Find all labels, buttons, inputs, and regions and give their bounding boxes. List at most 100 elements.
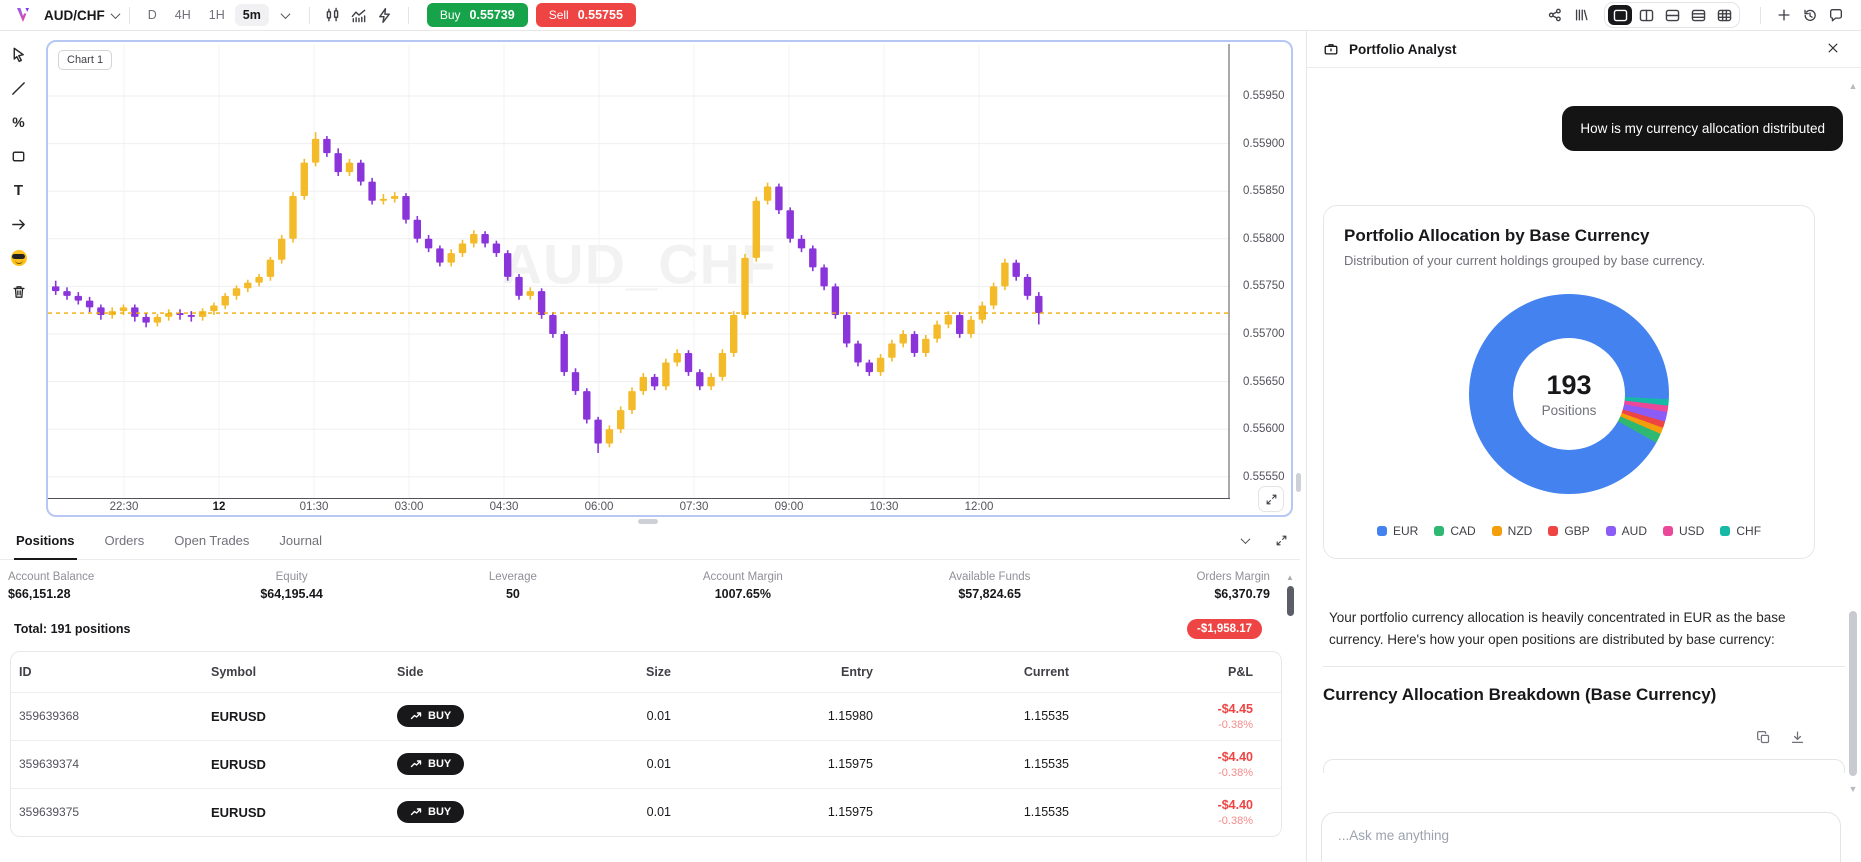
- stat-value: 1007.65%: [714, 587, 771, 601]
- positions-count: 193: [1546, 370, 1592, 400]
- legend-item-usd[interactable]: USD: [1663, 524, 1704, 538]
- layout-two-rows-icon[interactable]: [1660, 5, 1684, 25]
- delete-tool-button[interactable]: [6, 279, 32, 305]
- position-entry: 1.15980: [691, 691, 893, 740]
- divider: [407, 6, 409, 24]
- app-logo: [12, 3, 34, 27]
- download-icon: [1791, 731, 1803, 743]
- position-size: 0.01: [549, 787, 691, 836]
- layout-two-columns-icon[interactable]: [1634, 5, 1658, 25]
- legend-item-nzd[interactable]: NZD: [1491, 524, 1533, 538]
- text-tool-button[interactable]: T: [6, 177, 32, 203]
- candlestick-chart-icon[interactable]: [320, 3, 346, 27]
- indicators-icon[interactable]: [346, 3, 372, 27]
- legend-item-chf[interactable]: CHF: [1720, 524, 1761, 538]
- column-header-side: Side: [397, 664, 424, 679]
- panel-expand-button[interactable]: [1268, 528, 1294, 552]
- buy-button[interactable]: Buy 0.55739: [426, 3, 528, 27]
- scroll-up-icon[interactable]: ▲: [1286, 573, 1294, 582]
- chart-fullscreen-button[interactable]: [1258, 486, 1284, 512]
- add-icon[interactable]: [1771, 3, 1797, 27]
- layout-grid-icon[interactable]: [1712, 5, 1736, 25]
- side-badge[interactable]: BUY: [397, 705, 465, 727]
- sell-price: 0.55755: [577, 8, 623, 22]
- scroll-up-icon[interactable]: ▲: [1848, 81, 1858, 91]
- chat-input[interactable]: [1338, 828, 1824, 843]
- stat-value: $66,151.28: [8, 587, 71, 601]
- download-button[interactable]: [1787, 727, 1807, 747]
- history-icon[interactable]: [1797, 3, 1823, 27]
- candlestick-chart[interactable]: [48, 44, 1230, 501]
- price-axis[interactable]: 0.55950 0.55900 0.55850 0.55800 0.55750 0.557…: [1230, 44, 1290, 499]
- table-row[interactable]: 359639375 EURUSD BUY 0.01 1.15975 1.15535 -$4.…: [11, 787, 1281, 836]
- timeframe-button-5m[interactable]: 5m: [234, 4, 269, 26]
- tab-open-trades[interactable]: Open Trades: [174, 532, 250, 548]
- scroll-thumb[interactable]: [1849, 611, 1857, 776]
- position-size: 0.01: [549, 691, 691, 740]
- close-panel-button[interactable]: [1821, 37, 1845, 61]
- position-symbol: EURUSD: [203, 739, 389, 788]
- allocation-card: Portfolio Allocation by Base Currency Di…: [1323, 205, 1815, 559]
- analyst-scrollbar[interactable]: ▲ ▼: [1848, 31, 1858, 862]
- tab-positions[interactable]: Positions: [14, 521, 77, 560]
- total-positions-label: Total: 191 positions: [14, 622, 131, 636]
- legend-color-dot: [1605, 526, 1616, 536]
- legend-label: USD: [1679, 524, 1705, 538]
- scroll-thumb[interactable]: [1286, 586, 1294, 616]
- legend-item-cad[interactable]: CAD: [1434, 524, 1476, 538]
- price-tick-label: 0.55900: [1243, 137, 1285, 150]
- watchlist-icon[interactable]: [1568, 3, 1594, 27]
- stat-label: Account Balance: [8, 571, 95, 583]
- arrow-tool-button[interactable]: [6, 211, 32, 237]
- side-badge[interactable]: BUY: [397, 753, 465, 775]
- legend-label: NZD: [1507, 524, 1533, 538]
- copy-button[interactable]: [1753, 727, 1773, 747]
- trendline-tool-button[interactable]: [6, 75, 32, 101]
- chat-icon[interactable]: [1823, 3, 1849, 27]
- scroll-down-icon[interactable]: ▼: [1848, 784, 1858, 794]
- panel-scrollbar[interactable]: ▲: [1284, 573, 1296, 616]
- quick-trade-icon[interactable]: [372, 3, 398, 27]
- stat-value: 50: [505, 587, 520, 601]
- sell-button[interactable]: Sell 0.55755: [535, 3, 636, 27]
- vertical-splitter-handle[interactable]: [1296, 473, 1301, 492]
- chart-panel[interactable]: Chart 1 AUD_CHF 0.55950 0.55900 0.55850 0.5…: [46, 40, 1293, 517]
- legend-item-aud[interactable]: AUD: [1605, 524, 1647, 538]
- position-current: 1.15535: [893, 691, 1089, 740]
- legend-color-dot: [1663, 526, 1674, 536]
- percent-tool-button[interactable]: %: [6, 109, 32, 135]
- link-icon[interactable]: [1542, 3, 1568, 27]
- divider: [128, 6, 130, 24]
- symbol-selector[interactable]: AUD/CHF: [44, 8, 121, 23]
- stat-label: Leverage: [488, 571, 537, 583]
- time-axis[interactable]: 22:30 12 01:30 03:00 04:30 06:00 07:30 09:00 10:…: [48, 501, 1230, 517]
- chart-tab-badge[interactable]: Chart 1: [58, 50, 113, 70]
- analysis-text: Your portfolio currency allocation is he…: [1329, 610, 1786, 647]
- layout-single-icon[interactable]: [1608, 5, 1632, 25]
- legend-item-eur[interactable]: EUR: [1376, 524, 1418, 538]
- emoji-tool-button[interactable]: [6, 245, 32, 271]
- panel-collapse-button[interactable]: [1232, 528, 1258, 552]
- timeframe-button-1H[interactable]: 1H: [201, 4, 233, 26]
- chevron-down-icon: [280, 8, 291, 19]
- tab-orders[interactable]: Orders: [104, 532, 145, 548]
- table-row[interactable]: 359639368 EURUSD BUY 0.01 1.15980 1.15535 -$4.…: [11, 691, 1281, 740]
- side-badge[interactable]: BUY: [397, 801, 465, 824]
- legend-item-gbp[interactable]: GBP: [1548, 524, 1590, 538]
- table-row[interactable]: 359639374 EURUSD BUY 0.01 1.15975 1.15535 -$4.…: [11, 739, 1281, 788]
- rectangle-tool-button[interactable]: [6, 143, 32, 169]
- positions-summary: Total: 191 positions -$1,958.17: [0, 619, 1300, 639]
- timeframe-dropdown-button[interactable]: [273, 3, 299, 27]
- tab-journal[interactable]: Journal: [279, 532, 323, 548]
- layout-three-rows-icon[interactable]: [1686, 5, 1710, 25]
- timeframe-button-4H[interactable]: 4H: [167, 4, 199, 26]
- position-size: 0.01: [549, 739, 691, 788]
- time-tick-label: 22:30: [109, 501, 139, 513]
- time-tick-label: 12:00: [964, 501, 994, 513]
- allocation-donut-chart[interactable]: 193 Positions: [1469, 294, 1669, 494]
- timeframe-button-D[interactable]: D: [140, 4, 165, 26]
- horizontal-splitter-handle[interactable]: [638, 519, 658, 524]
- stat-label: Available Funds: [948, 571, 1031, 583]
- position-entry: 1.15975: [691, 739, 893, 788]
- cursor-tool-button[interactable]: [6, 41, 32, 67]
